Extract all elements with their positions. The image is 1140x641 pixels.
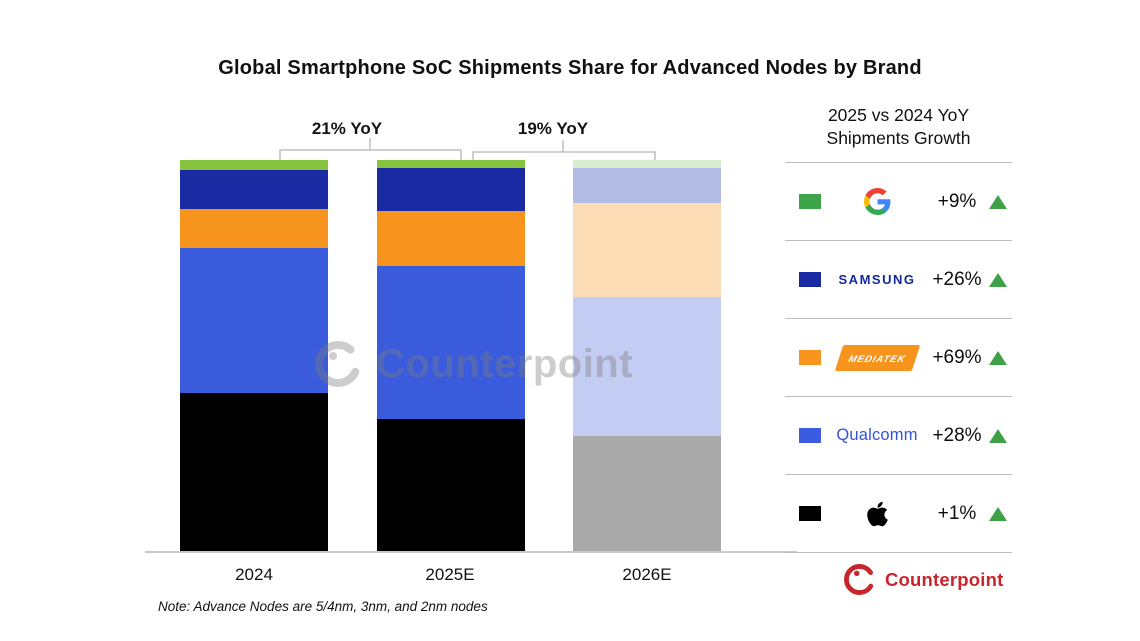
- chart-title: Global Smartphone SoC Shipments Share fo…: [218, 57, 922, 79]
- counterpoint-logo-icon: [844, 564, 875, 595]
- bar-segment-apple-2026e: [573, 436, 721, 552]
- growth-legend-panel: 2025 vs 2024 YoY Shipments Growth +9%: [785, 104, 1012, 553]
- yoy-brackets: [279, 138, 656, 163]
- legend-rows: +9% SAMSUNG +26% MEDIATEK +69%: [785, 162, 1012, 553]
- google-color-swatch: [799, 194, 821, 209]
- bar-segment-samsung-2025e: [377, 167, 525, 211]
- legend-row-mediatek: MEDIATEK +69%: [785, 319, 1012, 397]
- apple-up-triangle-icon: [989, 506, 1007, 521]
- footnote: Note: Advance Nodes are 5/4nm, 3nm, and …: [158, 599, 488, 614]
- mediatek-logo-icon: MEDIATEK: [829, 344, 925, 371]
- legend-title-line2: Shipments Growth: [826, 128, 971, 148]
- mediatek-up-triangle-icon: [989, 350, 1007, 365]
- bar-segment-qualcomm-2024: [180, 248, 328, 394]
- legend-title-line1: 2025 vs 2024 YoY: [827, 105, 970, 125]
- yoy-growth-label-2025: 21% YoY: [311, 119, 383, 138]
- stacked-bar-2024: [180, 160, 328, 552]
- bar-segment-qualcomm-2026e: [573, 297, 721, 437]
- google-up-triangle-icon: [989, 194, 1007, 209]
- legend-row-samsung: SAMSUNG +26%: [785, 241, 1012, 319]
- qualcomm-up-triangle-icon: [989, 428, 1007, 443]
- apple-color-swatch: [799, 506, 821, 521]
- x-axis-label-2026e: 2026E: [622, 565, 672, 584]
- google-growth-value: +9%: [937, 190, 977, 212]
- bar-segment-samsung-2026e: [573, 167, 721, 204]
- google-logo-icon: [829, 188, 925, 215]
- mediatek-growth-value: +69%: [932, 346, 982, 368]
- bar-segment-samsung-2024: [180, 169, 328, 209]
- apple-logo-icon: [829, 500, 925, 528]
- bar-segment-google-2025e: [377, 160, 525, 168]
- bar-segment-google-2024: [180, 160, 328, 170]
- samsung-growth-value: +26%: [932, 268, 982, 290]
- samsung-color-swatch: [799, 272, 821, 287]
- legend-row-apple: +1%: [785, 475, 1012, 553]
- qualcomm-logo-icon: Qualcomm: [836, 426, 918, 444]
- qualcomm-color-swatch: [799, 428, 821, 443]
- qualcomm-growth-value: +28%: [932, 424, 982, 446]
- legend-title: 2025 vs 2024 YoY Shipments Growth: [785, 104, 1012, 162]
- stacked-bar-2025e: [377, 160, 525, 552]
- bar-segment-apple-2025e: [377, 418, 525, 552]
- bar-segment-mediatek-2025e: [377, 210, 525, 266]
- counterpoint-logo-text: Counterpoint: [885, 568, 1004, 590]
- mediatek-color-swatch: [799, 350, 821, 365]
- samsung-logo-icon: SAMSUNG: [838, 272, 916, 287]
- x-axis-line: [145, 551, 797, 553]
- stacked-bar-2026e: [573, 160, 721, 552]
- yoy-growth-label-2026: 19% YoY: [517, 119, 589, 138]
- legend-row-google: +9%: [785, 163, 1012, 241]
- legend-row-qualcomm: Qualcomm +28%: [785, 397, 1012, 475]
- counterpoint-logo: Counterpoint: [843, 563, 1004, 596]
- bar-segment-qualcomm-2025e: [377, 265, 525, 419]
- x-axis-label-2025e: 2025E: [425, 565, 475, 584]
- bar-segment-mediatek-2024: [180, 208, 328, 249]
- bar-segment-mediatek-2026e: [573, 203, 721, 298]
- bar-segment-apple-2024: [180, 393, 328, 552]
- x-axis-label-2024: 2024: [235, 565, 273, 584]
- samsung-up-triangle-icon: [989, 272, 1007, 287]
- apple-growth-value: +1%: [937, 502, 977, 524]
- bar-segment-google-2026e: [573, 160, 721, 168]
